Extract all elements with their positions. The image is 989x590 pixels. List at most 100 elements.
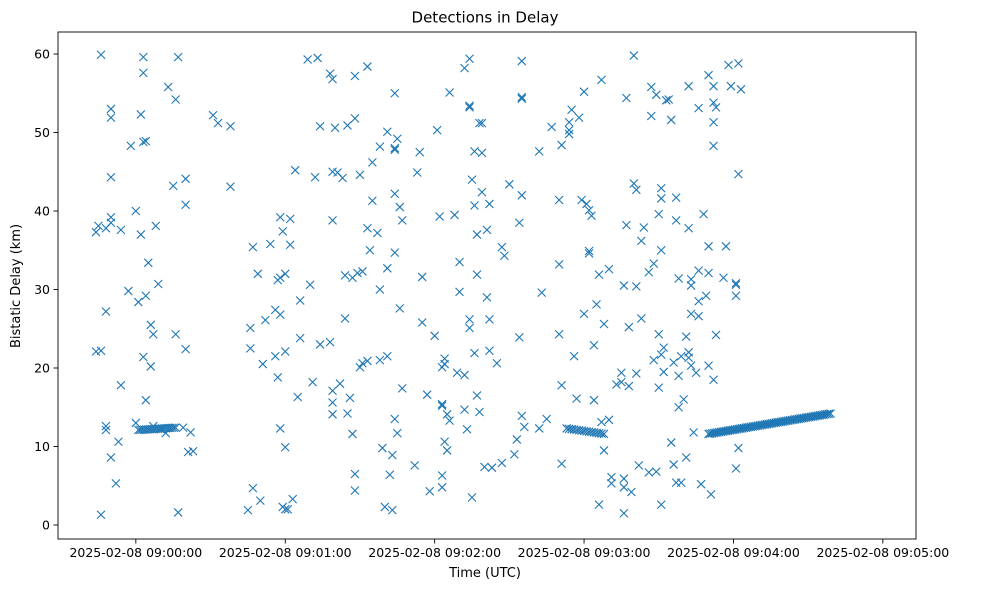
data-point [755, 420, 765, 430]
data-point [579, 87, 589, 97]
data-point [136, 110, 146, 119]
data-point [691, 368, 701, 378]
data-point [101, 425, 111, 435]
data-point [106, 172, 116, 182]
data-point [472, 230, 482, 239]
data-point [619, 474, 629, 484]
data-point [138, 352, 148, 362]
data-point [136, 230, 146, 239]
data-point [607, 479, 616, 488]
data-point [537, 288, 547, 298]
data-point [574, 113, 584, 122]
chart-title: Detections in Delay [412, 9, 559, 27]
data-point [410, 460, 420, 470]
data-point [822, 409, 832, 419]
data-point [432, 125, 442, 135]
data-point [758, 420, 768, 430]
data-point [477, 187, 487, 197]
data-point [265, 239, 275, 249]
data-point [283, 504, 293, 514]
data-point [723, 426, 733, 436]
data-point [686, 281, 696, 290]
data-point [709, 141, 718, 151]
data-point [465, 101, 474, 111]
y-tick-label: 20 [34, 360, 50, 375]
data-point [470, 201, 479, 210]
data-point [417, 318, 427, 327]
data-point [245, 323, 255, 333]
data-point [460, 63, 469, 73]
data-point [746, 422, 756, 432]
data-point [275, 212, 285, 222]
data-point [731, 280, 741, 290]
data-point [255, 496, 265, 506]
data-point [808, 412, 818, 421]
data-point [801, 413, 811, 423]
data-point [390, 145, 400, 155]
data-point [547, 122, 557, 132]
data-point [696, 479, 706, 489]
data-point [390, 189, 400, 199]
data-point [674, 402, 684, 412]
y-tick-label: 10 [34, 439, 50, 454]
data-point [567, 105, 576, 115]
data-point [310, 172, 320, 182]
data-point [138, 52, 148, 62]
data-point [599, 319, 609, 329]
data-point [168, 181, 178, 191]
x-tick-label: 2025-02-08 09:05:00 [816, 545, 949, 560]
x-axis-ticks: 2025-02-08 09:00:00 2025-02-08 09:01:00 20… [69, 539, 949, 560]
data-point [656, 350, 666, 360]
data-point [806, 412, 816, 422]
data-point [382, 127, 392, 137]
data-point [480, 462, 489, 472]
data-point [278, 227, 288, 236]
data-point [363, 223, 372, 233]
data-point [116, 380, 126, 390]
data-point [295, 333, 305, 343]
data-point [651, 90, 661, 100]
data-point [592, 300, 601, 309]
data-point [681, 332, 691, 341]
data-point [820, 410, 830, 419]
data-point [475, 407, 484, 417]
data-point [338, 173, 347, 183]
data-point [753, 421, 763, 431]
data-point [437, 399, 447, 409]
data-point [619, 508, 629, 518]
data-point [173, 508, 183, 517]
data-point [686, 309, 696, 319]
data-point [704, 70, 713, 80]
data-point [151, 221, 161, 231]
data-point [305, 280, 315, 290]
data-point [564, 117, 574, 127]
data-point [751, 421, 761, 431]
data-point [724, 60, 733, 70]
data-point [709, 98, 718, 108]
data-point [629, 51, 639, 60]
data-point [730, 425, 740, 434]
data-point [656, 183, 666, 193]
data-point [656, 194, 666, 203]
data-point [689, 427, 699, 437]
data-point [554, 195, 564, 205]
data-point [704, 268, 713, 278]
data-point [465, 323, 474, 333]
data-point [340, 314, 350, 323]
data-point [701, 291, 711, 301]
data-point [778, 417, 788, 426]
data-point [762, 419, 772, 429]
data-point [133, 297, 143, 307]
data-point [270, 351, 280, 361]
data-point [472, 391, 482, 400]
data-point [392, 134, 402, 144]
data-point [656, 500, 666, 509]
data-point [649, 259, 659, 268]
data-point [634, 460, 644, 470]
data-point [737, 423, 747, 433]
data-point [744, 422, 754, 432]
data-point [739, 423, 749, 433]
data-point [343, 121, 352, 130]
x-tick-label: 2025-02-08 09:04:00 [667, 545, 800, 560]
data-point [646, 111, 656, 121]
